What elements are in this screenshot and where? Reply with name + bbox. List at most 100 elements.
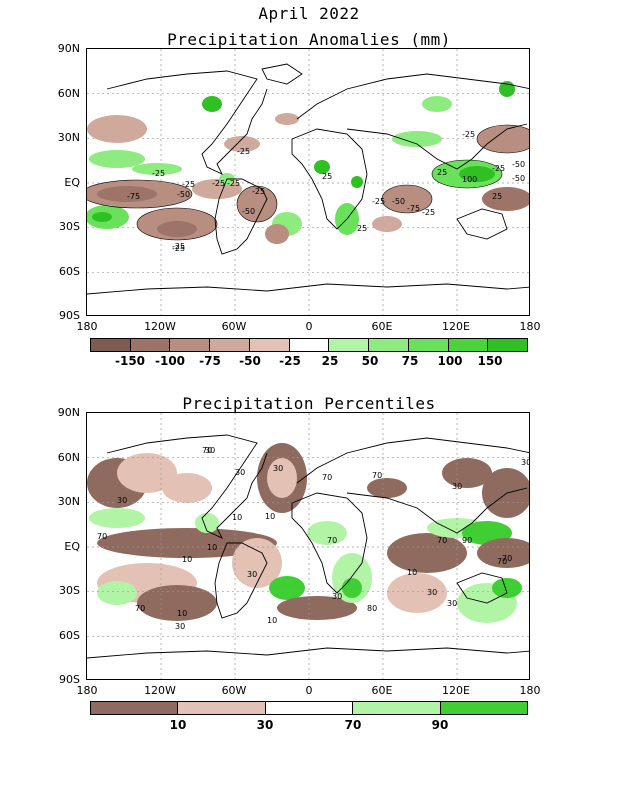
contour-label: -25 (422, 208, 435, 217)
pct-lon-label: 60W (221, 684, 247, 697)
anom-lat-label: 60N (57, 87, 80, 100)
contour-label: 10 (207, 543, 217, 552)
anom-lat-label: 90N (57, 42, 80, 55)
legend-label: 25 (321, 354, 339, 368)
legend-swatch (289, 339, 330, 351)
contour-label: -25 (212, 179, 225, 188)
anomalies-panel-title: Precipitation Anomalies (mm) (167, 30, 451, 49)
legend-swatch (170, 339, 211, 351)
contour-label: -25 (237, 147, 250, 156)
anom-lon-label: 60W (221, 320, 247, 333)
legend-label: 50 (361, 354, 379, 368)
legend-label: 10 (169, 718, 187, 732)
percentiles-contour-labels: 70 30 30 10 30 70 70 10 10 70 30 70 10 1… (97, 446, 530, 631)
legend-label: -50 (239, 354, 261, 368)
contour-label: 25 (437, 168, 447, 177)
legend-label: -75 (199, 354, 221, 368)
contour-label: 100 (462, 175, 477, 184)
anom-lat-label: 60S (59, 265, 80, 278)
contour-label: 25 (492, 192, 502, 201)
contour-label: -25 (227, 179, 240, 188)
contour-label: 30 (521, 458, 530, 467)
anom-lon-label: 120W (144, 320, 176, 333)
contour-label: -50 (177, 190, 190, 199)
anomalies-legend (90, 338, 528, 352)
legend-swatch (210, 339, 250, 351)
contour-label: 10 (265, 512, 275, 521)
legend-label: -25 (279, 354, 301, 368)
contour-label: 10 (232, 513, 242, 522)
anom-lon-label: 120E (442, 320, 470, 333)
legend-swatch (440, 702, 528, 714)
contour-label: 30 (332, 592, 342, 601)
contour-label: 10 (182, 555, 192, 564)
anom-lon-label: 180 (76, 320, 98, 333)
contour-label: 70 (97, 532, 107, 541)
anom-lat-label: 30S (59, 220, 80, 233)
contour-label: 25 (357, 224, 367, 233)
percentiles-map: 70 30 30 10 30 70 70 10 10 70 30 70 10 1… (86, 412, 530, 680)
pct-lon-label: 0 (305, 684, 313, 697)
anom-lon-label: 0 (305, 320, 313, 333)
contour-label: -25 (172, 244, 185, 253)
contour-label: 90 (462, 536, 472, 545)
anomalies-contour-labels: -25 -25 -50 -75 -25 -25 -25 -25 -50 -25 … (127, 130, 525, 253)
contour-label: -75 (127, 192, 140, 201)
pct-lat-label: 60N (57, 451, 80, 464)
contour-label: -75 (407, 204, 420, 213)
contour-label: -25 (182, 180, 195, 189)
contour-label: -25 (372, 197, 385, 206)
contour-label: 30 (205, 446, 215, 455)
legend-swatch (91, 702, 179, 714)
contour-label: 30 (273, 464, 283, 473)
legend-label: 30 (256, 718, 274, 732)
contour-label: 30 (117, 496, 127, 505)
contour-label: -50 (242, 207, 255, 216)
percentiles-coastlines (87, 434, 529, 659)
legend-label: 150 (477, 354, 503, 368)
legend-swatch (488, 339, 528, 351)
contour-label: 30 (175, 622, 185, 631)
contour-label: -50 (392, 197, 405, 206)
pct-lon-label: 180 (76, 684, 98, 697)
pct-lat-label: 60S (59, 629, 80, 642)
contour-label: 25 (322, 172, 332, 181)
contour-label: 70 (502, 554, 512, 563)
percentiles-panel-title: Precipitation Percentiles (182, 394, 436, 413)
contour-label: 10 (407, 568, 417, 577)
anom-lat-label: EQ (64, 176, 80, 189)
legend-swatch (178, 702, 266, 714)
legend-swatch (448, 339, 489, 351)
pct-lon-label: 120W (144, 684, 176, 697)
contour-label: 30 (447, 599, 457, 608)
contour-label: -25 (462, 130, 475, 139)
contour-label: 70 (135, 604, 145, 613)
anomalies-map: -25 -25 -50 -75 -25 -25 -25 -25 -50 -25 … (86, 48, 530, 316)
pct-lat-label: 30N (57, 495, 80, 508)
legend-swatch (408, 339, 449, 351)
map-title: April 2022 (258, 4, 360, 23)
legend-swatch (369, 339, 409, 351)
anomalies-contours (87, 124, 529, 241)
percentiles-gridlines (87, 413, 529, 679)
contour-label: 70 (202, 446, 212, 455)
contour-label: -25 (252, 187, 265, 196)
contour-label: 80 (367, 604, 377, 613)
legend-label: 75 (401, 354, 419, 368)
contour-label: 30 (427, 588, 437, 597)
contour-label: -50 (512, 174, 525, 183)
legend-label: -150 (114, 354, 146, 368)
pct-lat-label: 90N (57, 406, 80, 419)
legend-label: 90 (431, 718, 449, 732)
pct-lon-label: 120E (442, 684, 470, 697)
contour-label: -25 (152, 169, 165, 178)
legend-label: 70 (344, 718, 362, 732)
pct-lon-label: 180 (519, 684, 541, 697)
contour-label: 70 (372, 471, 382, 480)
legend-swatch (249, 339, 290, 351)
anomaly-shading (87, 81, 529, 244)
legend-swatch (265, 702, 354, 714)
contour-label: 70 (327, 536, 337, 545)
anomalies-coastlines (87, 63, 529, 295)
pct-lat-label: 30S (59, 584, 80, 597)
